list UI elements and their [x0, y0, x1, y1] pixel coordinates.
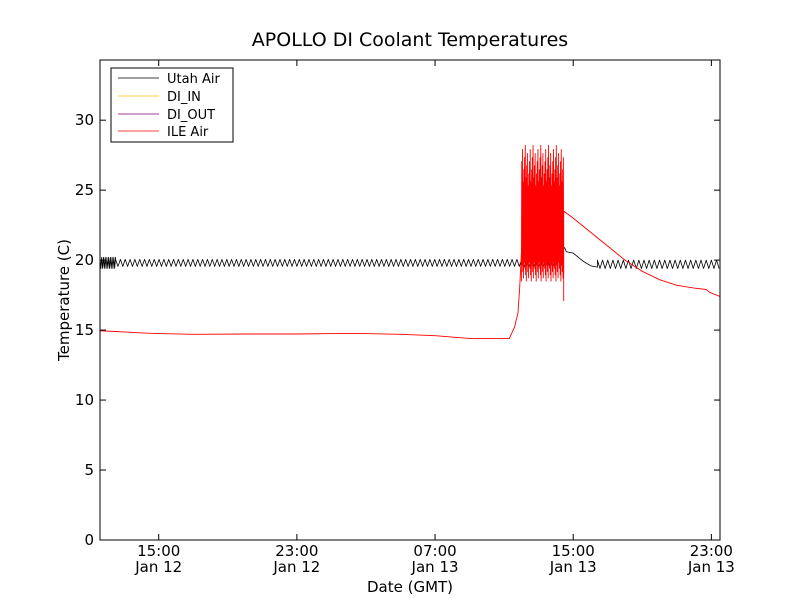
legend-label-di-in: DI_IN: [167, 90, 201, 105]
x-tick-label-date: Jan 13: [411, 558, 459, 576]
legend-label-utah-air: Utah Air: [167, 72, 220, 87]
series-line-ile-air: [100, 144, 720, 339]
chart-title: APOLLO DI Coolant Temperatures: [252, 29, 568, 51]
y-tick-label: 20: [75, 251, 94, 269]
plot-frame: [99, 59, 721, 541]
x-axis-label: Date (GMT): [367, 578, 453, 596]
x-tick-label-date: Jan 12: [272, 558, 320, 576]
y-tick-label: 15: [75, 321, 94, 339]
y-tick-label: 30: [75, 111, 94, 129]
x-tick-label-date: Jan 13: [549, 558, 597, 576]
y-tick-label: 5: [84, 461, 94, 479]
legend-label-ile-air: ILE Air: [167, 125, 209, 140]
y-axis-label: Temperature (C): [55, 239, 73, 362]
x-tick-label-time: 23:00: [275, 542, 318, 560]
x-tick-label-date: Jan 13: [687, 558, 735, 576]
series-line-utah-air: [100, 247, 720, 269]
legend: Utah Air DI_IN DI_OUT ILE Air: [110, 67, 234, 143]
y-tick-label: 10: [75, 391, 94, 409]
series-layer: [100, 144, 720, 339]
legend-label-di-out: DI_OUT: [167, 108, 215, 123]
y-tick-label: 25: [75, 181, 94, 199]
legend-frame: [110, 67, 234, 143]
x-tick-label-date: Jan 12: [134, 558, 182, 576]
x-tick-label-time: 15:00: [137, 542, 180, 560]
y-tick-label: 0: [84, 531, 94, 549]
x-tick-label-time: 15:00: [552, 542, 595, 560]
x-tick-label-time: 07:00: [413, 542, 456, 560]
x-tick-label-time: 23:00: [690, 542, 733, 560]
